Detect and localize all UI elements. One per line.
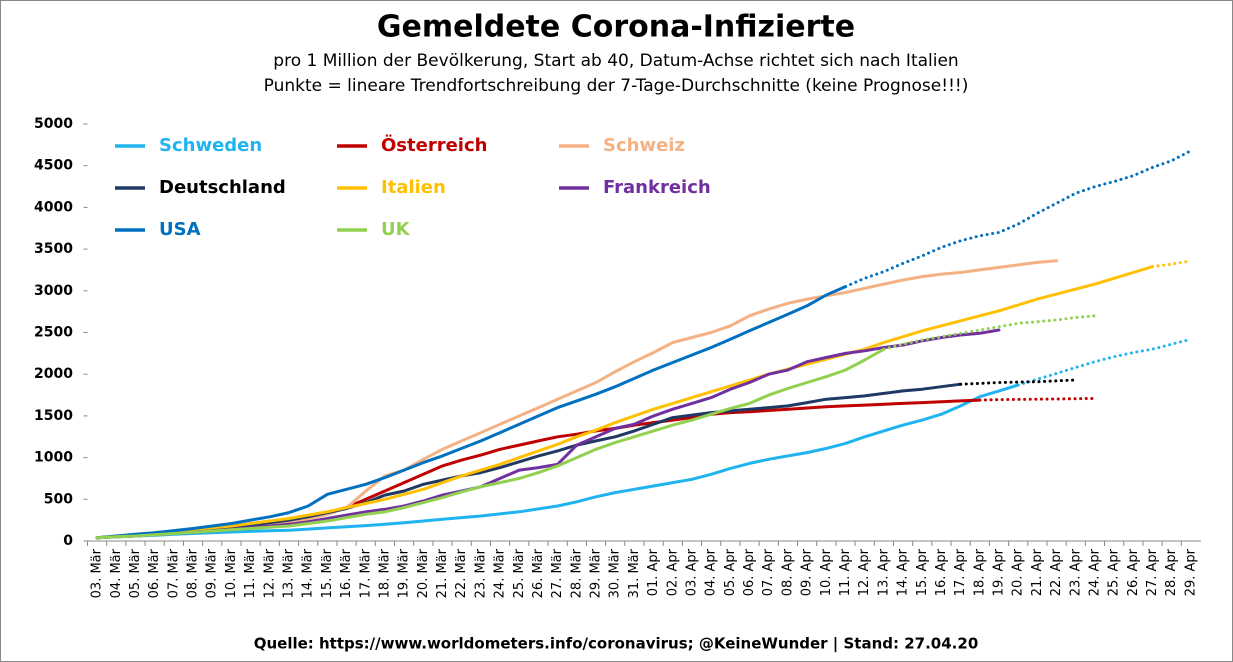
x-tick-label: 19. Mär xyxy=(397,548,412,598)
x-tick-label: 25. Mär xyxy=(512,548,527,598)
x-tick-label: 02. Apr xyxy=(665,548,680,596)
x-tick-label: 10. Mär xyxy=(224,548,239,598)
trend-line xyxy=(959,378,1078,386)
x-tick-label: 11. Mär xyxy=(243,548,258,598)
legend-label: UK xyxy=(381,219,411,240)
x-tick-label: 05. Apr xyxy=(723,548,738,596)
x-tick-label: 23. Mär xyxy=(473,548,488,598)
y-tick-label: 500 xyxy=(44,491,73,507)
chart-title: Gemeldete Corona-Infizierte xyxy=(377,10,855,45)
y-tick-label: 3000 xyxy=(34,283,73,299)
x-tick-label: 09. Mär xyxy=(205,548,220,598)
y-tick-label: 1000 xyxy=(34,450,73,466)
y-tick-label: 2500 xyxy=(34,325,73,341)
x-tick-label: 27. Mär xyxy=(550,548,565,598)
trend-line xyxy=(882,314,1097,351)
x-tick-label: 05. Mär xyxy=(128,548,143,598)
x-tick-label: 31. Mär xyxy=(627,548,642,598)
x-tick-label: 29. Mär xyxy=(589,548,604,598)
x-tick-label: 16. Mär xyxy=(339,548,354,598)
trend-line xyxy=(1151,259,1193,269)
y-tick-label: 4000 xyxy=(34,199,73,215)
trend-line xyxy=(844,149,1193,289)
x-tick-label: 06. Apr xyxy=(742,548,757,596)
series-line xyxy=(95,383,1020,540)
x-tick-label: 22. Mär xyxy=(454,548,469,598)
x-tick-label: 07. Mär xyxy=(166,548,181,598)
x-tick-label: 23. Apr xyxy=(1068,548,1083,596)
x-tick-label: 04. Apr xyxy=(704,548,719,596)
x-tick-label: 12. Mär xyxy=(262,548,277,598)
x-tick-label: 25. Apr xyxy=(1107,548,1122,596)
legend-label: Schweiz xyxy=(603,135,685,156)
x-tick-label: 17. Mär xyxy=(358,548,373,598)
legend-label: USA xyxy=(159,219,201,240)
x-tick-label: 28. Apr xyxy=(1164,548,1179,596)
x-tick-label: 28. Mär xyxy=(569,548,584,598)
x-tick-label: 14. Mär xyxy=(301,548,316,598)
y-tick-label: 0 xyxy=(63,533,73,549)
x-tick-label: 03. Apr xyxy=(684,548,699,596)
legend-label: Frankreich xyxy=(603,177,711,198)
x-tick-label: 11. Apr xyxy=(838,548,853,596)
x-tick-label: 22. Apr xyxy=(1049,548,1064,596)
x-tick-label: 24. Mär xyxy=(493,548,508,598)
chart-subtitle: Punkte = lineare Trendfortschreibung der… xyxy=(264,76,969,96)
x-tick-label: 17. Apr xyxy=(953,548,968,596)
x-tick-label: 15. Mär xyxy=(320,548,335,598)
source-note: Quelle: https://www.worldometers.info/co… xyxy=(254,635,979,654)
x-tick-label: 13. Apr xyxy=(876,548,891,596)
x-tick-label: 04. Mär xyxy=(109,548,124,598)
series-line xyxy=(95,347,886,540)
x-tick-label: 08. Apr xyxy=(780,548,795,596)
x-tick-label: 20. Apr xyxy=(1011,548,1026,596)
x-tick-label: 15. Apr xyxy=(915,548,930,596)
y-tick-label: 2000 xyxy=(34,366,73,382)
legend-label: Österreich xyxy=(381,134,487,156)
x-tick-label: 09. Apr xyxy=(800,548,815,596)
legend-label: Deutschland xyxy=(159,177,286,198)
x-tick-label: 29. Apr xyxy=(1183,548,1198,596)
trend-line xyxy=(978,396,1097,402)
legend-label: Schweden xyxy=(159,135,262,156)
x-tick-label: 18. Mär xyxy=(377,548,392,598)
x-tick-label: 20. Mär xyxy=(416,548,431,598)
series-line xyxy=(95,265,1154,540)
x-tick-label: 08. Mär xyxy=(186,548,201,598)
x-tick-label: 18. Apr xyxy=(972,548,987,596)
x-tick-label: 07. Apr xyxy=(761,548,776,596)
x-tick-label: 19. Apr xyxy=(992,548,1007,596)
x-tick-label: 06. Mär xyxy=(147,548,162,598)
y-tick-label: 1500 xyxy=(34,408,73,424)
x-tick-label: 21. Mär xyxy=(435,548,450,598)
x-tick-label: 24. Apr xyxy=(1087,548,1102,596)
legend-label: Italien xyxy=(381,177,446,198)
chart-subtitle: pro 1 Million der Bevölkerung, Start ab … xyxy=(273,51,958,71)
x-tick-label: 21. Apr xyxy=(1030,548,1045,596)
x-tick-label: 27. Apr xyxy=(1145,548,1160,596)
x-tick-label: 01. Apr xyxy=(646,548,661,596)
y-tick-label: 3500 xyxy=(34,241,73,257)
x-tick-label: 30. Mär xyxy=(608,548,623,598)
y-tick-label: 4500 xyxy=(34,158,73,174)
trend-line xyxy=(1016,337,1193,387)
x-tick-label: 12. Apr xyxy=(857,548,872,596)
x-tick-label: 13. Mär xyxy=(281,548,296,598)
x-tick-label: 26. Apr xyxy=(1126,548,1141,596)
y-tick-label: 5000 xyxy=(34,116,73,132)
x-tick-label: 16. Apr xyxy=(934,548,949,596)
x-tick-label: 03. Mär xyxy=(90,548,105,598)
x-tick-label: 26. Mär xyxy=(531,548,546,598)
series-line xyxy=(95,382,963,540)
x-tick-label: 14. Apr xyxy=(896,548,911,596)
x-tick-label: 10. Apr xyxy=(819,548,834,596)
series-line xyxy=(95,285,847,540)
